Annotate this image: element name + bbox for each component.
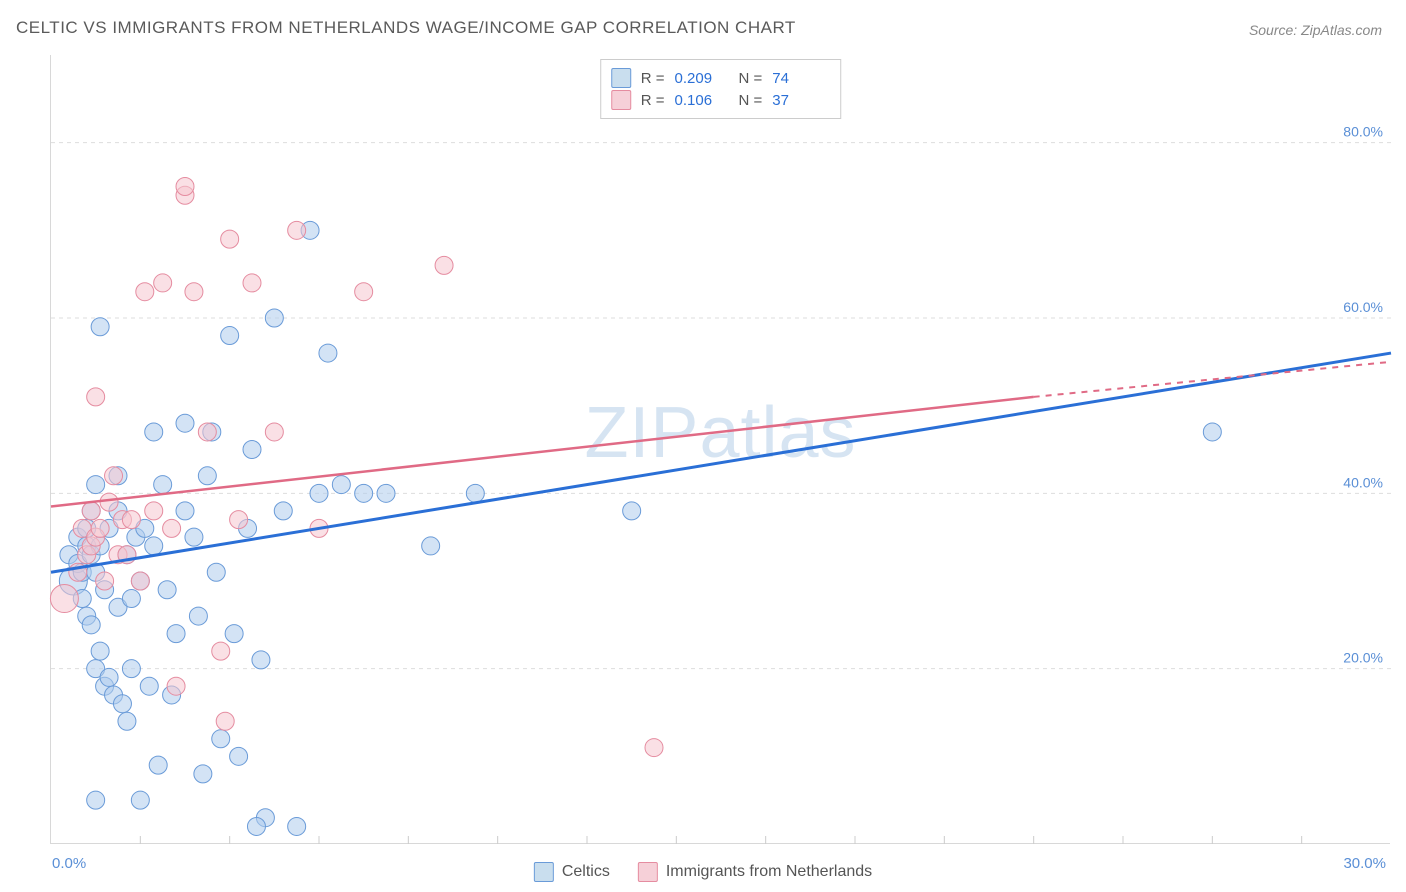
n-label: N = [739, 70, 763, 87]
n-value-blue: 74 [772, 70, 826, 87]
r-value-pink: 0.106 [675, 92, 729, 109]
stats-row-pink: R = 0.106 N = 37 [611, 90, 827, 110]
svg-text:20.0%: 20.0% [1343, 650, 1383, 666]
r-value-blue: 0.209 [675, 70, 729, 87]
svg-text:80.0%: 80.0% [1343, 124, 1383, 140]
scatter-plot-svg: 20.0% 40.0% 60.0% 80.0% [51, 55, 1390, 843]
stats-row-blue: R = 0.209 N = 74 [611, 68, 827, 88]
legend-label-celtics: Celtics [562, 863, 610, 881]
x-axis-start-label: 0.0% [52, 855, 86, 872]
legend-item-netherlands: Immigrants from Netherlands [638, 862, 872, 882]
swatch-pink-icon [638, 862, 658, 882]
series-legend: Celtics Immigrants from Netherlands [534, 862, 872, 882]
source-attribution: Source: ZipAtlas.com [1249, 22, 1382, 38]
r-label: R = [641, 70, 665, 87]
legend-item-celtics: Celtics [534, 862, 610, 882]
n-label: N = [739, 92, 763, 109]
chart-area: ZIPatlas 20.0%40.0%60.0%80.0% R = 0.209 … [50, 55, 1390, 844]
n-value-pink: 37 [772, 92, 826, 109]
legend-label-netherlands: Immigrants from Netherlands [666, 863, 872, 881]
x-axis-end-label: 30.0% [1343, 855, 1386, 872]
svg-text:40.0%: 40.0% [1343, 474, 1383, 490]
swatch-blue-icon [611, 68, 631, 88]
svg-text:60.0%: 60.0% [1343, 299, 1383, 315]
swatch-blue-icon [534, 862, 554, 882]
swatch-pink-icon [611, 90, 631, 110]
chart-title: CELTIC VS IMMIGRANTS FROM NETHERLANDS WA… [16, 18, 796, 38]
stats-legend-box: R = 0.209 N = 74 R = 0.106 N = 37 [600, 59, 842, 119]
r-label: R = [641, 92, 665, 109]
